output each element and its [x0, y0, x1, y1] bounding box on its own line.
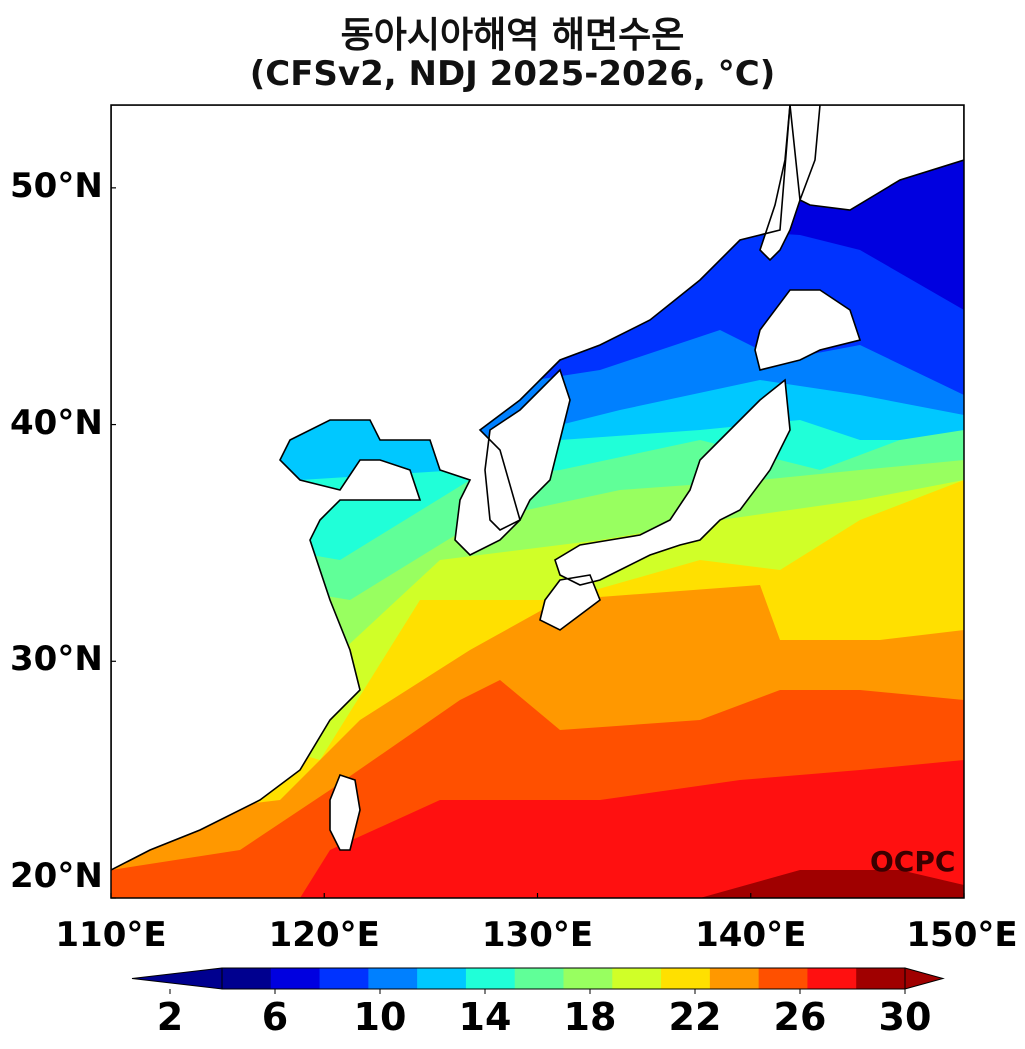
colorbar-segment: [612, 968, 662, 989]
land-area: [790, 105, 964, 210]
colorbar-label: 26: [773, 995, 827, 1039]
land-area: [555, 380, 790, 585]
colorbar-segment: [661, 968, 711, 989]
coastline-segment: [539, 574, 601, 631]
sst-band-26: [111, 760, 964, 898]
land-area: [540, 575, 600, 630]
colorbar-label: 10: [353, 995, 407, 1039]
map-title-line1: 동아시아해역 해면수온: [340, 15, 685, 56]
coastline-segment: [554, 378, 791, 586]
coastline-segment: [484, 368, 571, 531]
lon-label: 120°E: [268, 915, 380, 955]
land-area: [111, 105, 790, 870]
colorbar-under-arrow: [131, 967, 223, 990]
lon-label: 130°E: [481, 915, 594, 955]
land-mask: [111, 105, 964, 870]
colorbar-segment: [368, 968, 418, 989]
colorbar-label: 2: [156, 995, 184, 1039]
map-title-line2: (CFSv2, NDJ 2025-2026, °C): [249, 54, 776, 94]
coastline-segment: [789, 105, 964, 211]
coastline-segment: [754, 289, 862, 371]
colorbar-segment: [319, 968, 369, 989]
colorbar-segment: [563, 968, 613, 989]
colorbar-label: 30: [878, 995, 932, 1039]
ocpc-watermark: OCPC: [870, 845, 956, 878]
colorbar-segment: [270, 968, 321, 989]
colorbar-label: 18: [563, 995, 617, 1039]
colorbar-segment: [807, 968, 857, 989]
colorbar-segment: [709, 968, 760, 989]
colorbar: [131, 967, 945, 994]
coastline: [111, 105, 964, 871]
coastline-segment: [111, 105, 791, 871]
colorbar-segment: [758, 968, 808, 989]
colorbar-label: 22: [668, 995, 722, 1039]
colorbar-segment: [856, 968, 906, 989]
land-area: [755, 290, 860, 370]
colorbar-segment: [514, 968, 564, 989]
coastline-segment: [329, 774, 361, 851]
coastline-segment: [759, 105, 821, 262]
colorbar-segment: [417, 968, 467, 989]
lon-label: 110°E: [55, 915, 167, 955]
lat-label: 20°N: [10, 856, 103, 896]
lat-label: 30°N: [10, 639, 103, 680]
lon-label: 150°E: [906, 915, 1018, 955]
land-area: [485, 370, 570, 530]
colorbar-label: 14: [458, 995, 512, 1039]
colorbar-over-arrow: [904, 967, 945, 990]
land-area: [330, 775, 360, 850]
lat-label: 50°N: [10, 165, 103, 206]
lon-label: 140°E: [695, 915, 807, 955]
sst-band-28: [700, 870, 964, 898]
sst-field: [111, 105, 964, 898]
colorbar-segment: [222, 968, 272, 989]
lat-label: 40°N: [10, 402, 103, 443]
colorbar-label: 6: [261, 995, 289, 1039]
colorbar-segment: [465, 968, 516, 989]
colorbar-frame: [221, 967, 906, 990]
